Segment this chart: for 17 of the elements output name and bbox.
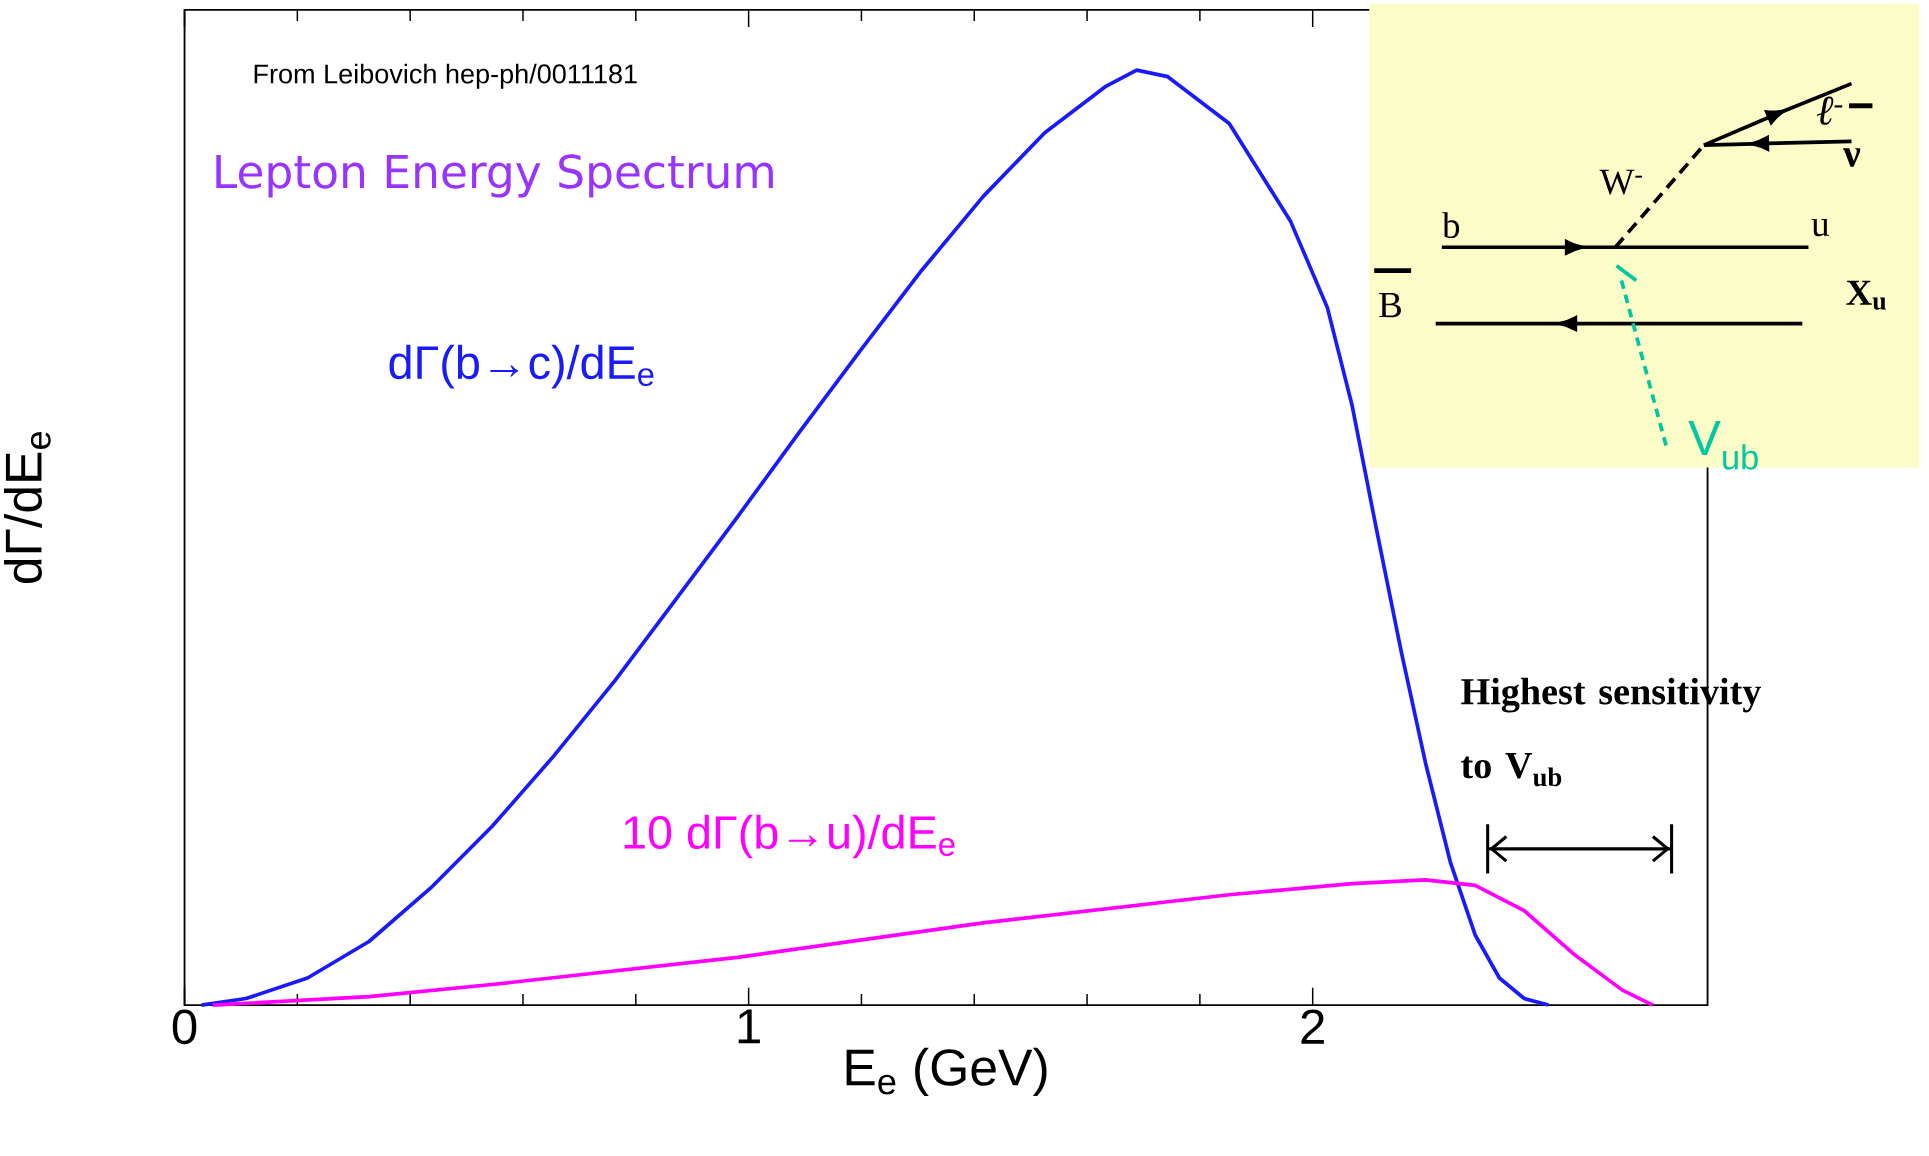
text: dΓ(b→c)/dE$_{e}$	[389, 344, 654, 389]
annotation: From Leibovich hep-ph/0011181	[254, 63, 637, 89]
text: u	[1811, 218, 1829, 237]
series-label: 10 dΓ(b→u)/dE$_{e}$	[624, 814, 955, 859]
y-axis-title: dΓ/dE$_{e}$	[4, 431, 51, 583]
annotation: B	[1379, 292, 1401, 318]
x-tick-label: 0	[172, 1009, 197, 1045]
text: X$_{u}$	[1846, 280, 1886, 310]
x-axis-title: E$_{e}$ (GeV)	[846, 1047, 1047, 1096]
annotation: b	[1442, 211, 1460, 238]
annotation: W$^{-}$	[1599, 169, 1643, 195]
text: ℓ$^{-}$	[1816, 96, 1843, 125]
annotation: Lepton Energy Spectrum	[216, 154, 773, 198]
annotation: V$_{ub}$	[1688, 420, 1758, 470]
x-tick-label: 1	[738, 1009, 760, 1044]
text: ν	[1843, 148, 1861, 167]
x-tick-label: 2	[1301, 1009, 1324, 1044]
